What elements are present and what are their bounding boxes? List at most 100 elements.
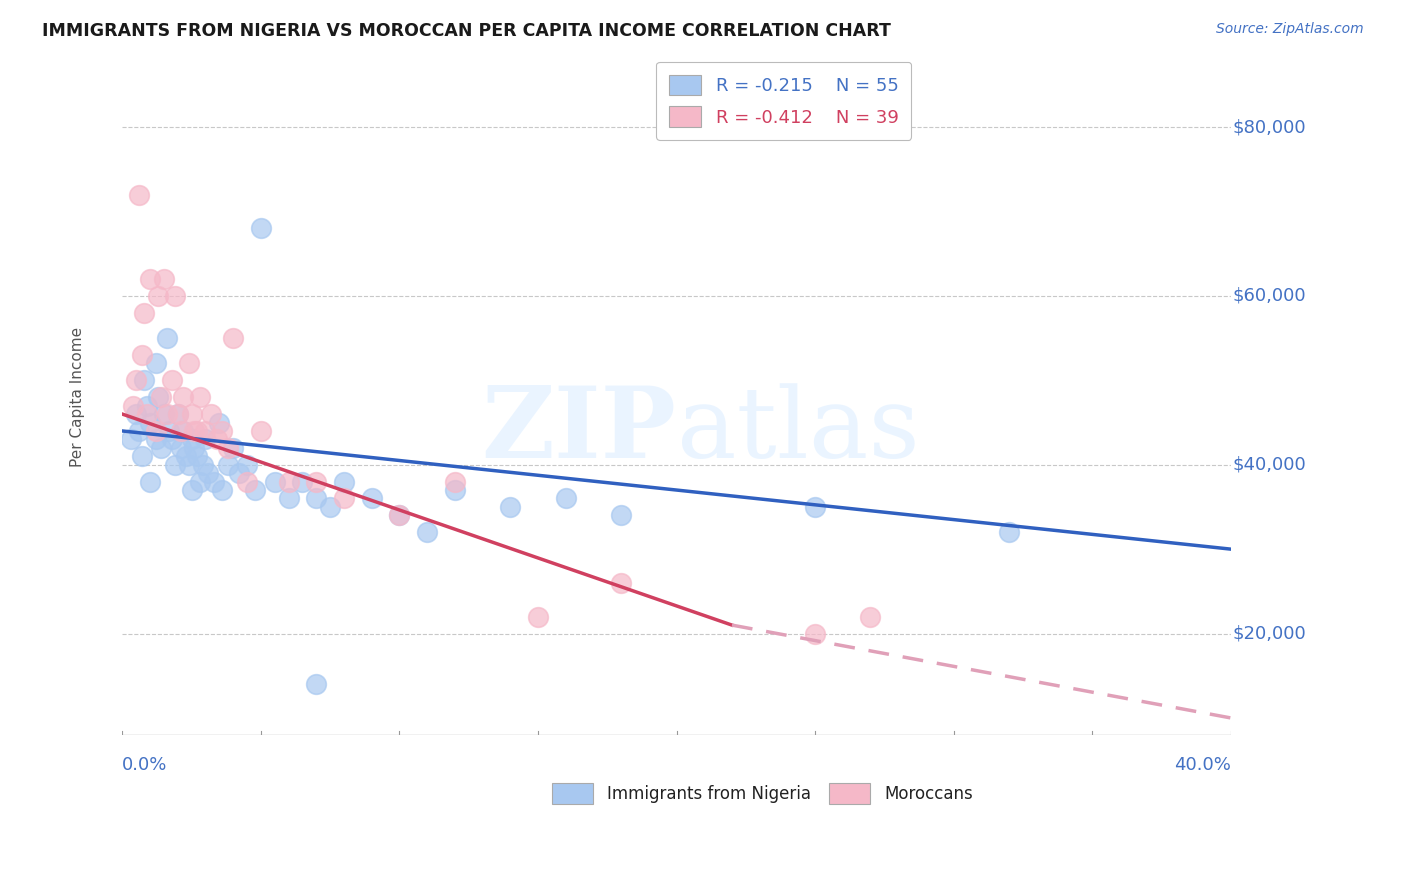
Point <box>217 458 239 472</box>
Point <box>245 483 267 497</box>
Point <box>236 475 259 489</box>
Point <box>125 407 148 421</box>
Point <box>145 356 167 370</box>
Point <box>180 407 202 421</box>
Point <box>217 441 239 455</box>
Point <box>388 508 411 523</box>
Point <box>263 475 285 489</box>
Point <box>177 458 200 472</box>
Point <box>998 525 1021 540</box>
Point <box>148 390 170 404</box>
Point <box>148 289 170 303</box>
Point <box>277 491 299 506</box>
Text: 0.0%: 0.0% <box>122 756 167 774</box>
Point <box>416 525 439 540</box>
Point <box>122 399 145 413</box>
Text: 40.0%: 40.0% <box>1174 756 1230 774</box>
Text: Moroccans: Moroccans <box>884 785 973 803</box>
Point <box>277 475 299 489</box>
Point <box>228 466 250 480</box>
Point <box>202 475 225 489</box>
Point <box>188 390 211 404</box>
Point <box>197 466 219 480</box>
Text: $80,000: $80,000 <box>1233 118 1306 136</box>
Point <box>172 424 194 438</box>
Text: Per Capita Income: Per Capita Income <box>70 327 86 467</box>
Point <box>250 424 273 438</box>
Point <box>169 424 191 438</box>
Point <box>163 289 186 303</box>
Point <box>128 424 150 438</box>
Point <box>305 677 328 691</box>
Point <box>166 407 188 421</box>
Point <box>211 483 233 497</box>
Point <box>160 433 183 447</box>
Point <box>319 500 342 514</box>
Point <box>174 450 197 464</box>
Point <box>153 407 176 421</box>
Point <box>191 458 214 472</box>
Point <box>333 491 356 506</box>
Legend: R = -0.215    N = 55, R = -0.412    N = 39: R = -0.215 N = 55, R = -0.412 N = 39 <box>657 62 911 140</box>
Point <box>236 458 259 472</box>
Point <box>159 424 181 438</box>
Point <box>388 508 411 523</box>
Point <box>134 306 156 320</box>
Point <box>139 416 162 430</box>
Point <box>136 399 159 413</box>
Point <box>333 475 356 489</box>
Point <box>444 475 467 489</box>
Text: $40,000: $40,000 <box>1233 456 1306 474</box>
Point <box>160 373 183 387</box>
Point <box>610 575 633 590</box>
Point <box>222 441 245 455</box>
Point <box>499 500 522 514</box>
Point <box>250 221 273 235</box>
Point <box>156 331 179 345</box>
Point <box>200 407 222 421</box>
Point <box>134 373 156 387</box>
Point <box>131 348 153 362</box>
Point <box>139 475 162 489</box>
Point <box>208 416 231 430</box>
Point <box>360 491 382 506</box>
Point <box>156 407 179 421</box>
Point <box>177 356 200 370</box>
Point <box>183 424 205 438</box>
Point <box>554 491 576 506</box>
Point <box>183 441 205 455</box>
Point <box>205 433 228 447</box>
Point <box>804 626 827 640</box>
Point <box>291 475 314 489</box>
Point <box>444 483 467 497</box>
Point <box>222 331 245 345</box>
Point <box>305 491 328 506</box>
Bar <box>830 783 870 805</box>
Point <box>169 441 191 455</box>
Point <box>150 441 173 455</box>
Text: Source: ZipAtlas.com: Source: ZipAtlas.com <box>1216 22 1364 37</box>
Point <box>136 407 159 421</box>
Point <box>153 272 176 286</box>
Point <box>131 450 153 464</box>
Text: $60,000: $60,000 <box>1233 287 1306 305</box>
Point <box>125 373 148 387</box>
Point <box>180 433 202 447</box>
Point <box>610 508 633 523</box>
Point <box>139 272 162 286</box>
Point <box>172 390 194 404</box>
Text: atlas: atlas <box>676 383 920 479</box>
Point <box>150 390 173 404</box>
Point <box>145 424 167 438</box>
Text: ZIP: ZIP <box>482 383 676 480</box>
Point <box>194 433 217 447</box>
Point <box>186 450 208 464</box>
Point <box>211 424 233 438</box>
Point <box>804 500 827 514</box>
Point <box>180 483 202 497</box>
Point <box>186 424 208 438</box>
Point <box>120 433 142 447</box>
Bar <box>551 783 593 805</box>
Point <box>188 475 211 489</box>
Text: $20,000: $20,000 <box>1233 624 1306 642</box>
